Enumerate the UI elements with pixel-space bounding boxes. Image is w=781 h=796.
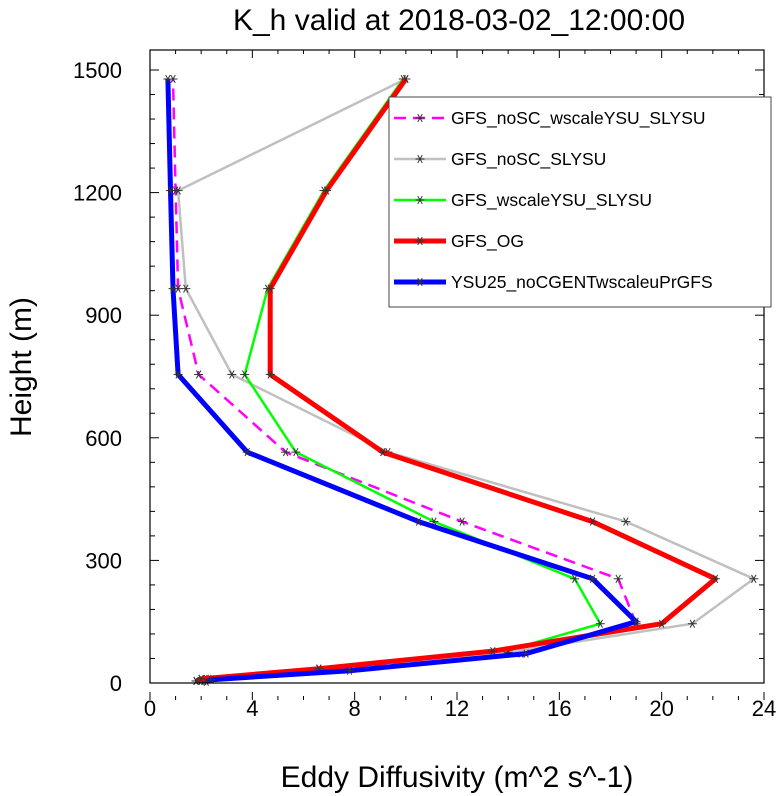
legend-item: GFS_noSC_wscaleYSU_SLYSU: [394, 108, 706, 129]
y-axis-label: Height (m): [5, 297, 38, 437]
legend-label: YSU25_noCGENTwscaleuPrGFS: [451, 272, 713, 293]
data-point-marker: [265, 284, 275, 293]
data-point-marker: [240, 370, 250, 379]
data-point-marker: [588, 517, 598, 526]
chart-title: K_h valid at 2018-03-02_12:00:00: [233, 4, 685, 37]
data-point-marker: [168, 284, 178, 293]
data-point-marker: [631, 617, 641, 626]
legend-label: GFS_noSC_wscaleYSU_SLYSU: [451, 108, 706, 129]
data-point-marker: [595, 619, 605, 628]
legend-marker: [415, 154, 425, 164]
data-point-marker: [242, 447, 252, 457]
data-point-marker: [165, 186, 175, 195]
data-point-marker: [457, 517, 467, 526]
series-line: [165, 78, 639, 685]
series-5: [163, 74, 641, 686]
legend-item: YSU25_noCGENTwscaleuPrGFS: [394, 272, 713, 293]
y-tick-label: 1500: [73, 58, 122, 83]
data-point-marker: [201, 677, 211, 686]
data-point-marker: [488, 646, 498, 656]
data-point-marker: [613, 574, 623, 583]
legend-label: GFS_wscaleYSU_SLYSU: [451, 190, 652, 211]
legend-marker: [415, 113, 425, 123]
x-tick-label: 4: [246, 696, 258, 721]
y-tick-label: 300: [85, 548, 122, 573]
legend-label: GFS_OG: [451, 231, 524, 252]
x-tick-label: 16: [547, 696, 571, 721]
legend-box: [388, 96, 772, 308]
legend-marker: [415, 277, 425, 287]
legend-marker: [415, 195, 425, 205]
data-point-marker: [163, 74, 173, 84]
y-tick-label: 900: [85, 303, 122, 328]
data-point-marker: [181, 284, 191, 293]
data-point-marker: [657, 619, 667, 628]
data-point-marker: [173, 186, 183, 195]
data-point-marker: [710, 574, 720, 583]
data-point-marker: [588, 574, 598, 583]
legend-item: GFS_noSC_SLYSU: [394, 149, 606, 170]
data-point-marker: [378, 447, 388, 457]
x-axis-label: Eddy Diffusivity (m^2 s^-1): [281, 761, 634, 794]
x-tick-label: 8: [349, 696, 361, 721]
data-point-marker: [291, 447, 301, 457]
data-point-marker: [173, 370, 183, 379]
data-point-marker: [265, 370, 275, 379]
legend-item: GFS_wscaleYSU_SLYSU: [394, 190, 652, 211]
data-point-marker: [621, 517, 631, 526]
data-point-marker: [194, 370, 204, 379]
legend-item: GFS_OG: [394, 231, 524, 252]
data-point-marker: [206, 675, 216, 684]
data-point-marker: [281, 447, 291, 457]
data-point-marker: [687, 619, 697, 628]
data-point-marker: [414, 517, 424, 526]
y-tick-label: 0: [110, 671, 122, 696]
y-tick-label: 600: [85, 426, 122, 451]
y-tick-label: 1200: [73, 181, 122, 206]
legend-marker: [415, 236, 425, 246]
data-point-marker: [401, 74, 411, 84]
x-tick-label: 20: [649, 696, 673, 721]
legend: GFS_noSC_wscaleYSU_SLYSU GFS_noSC_SLYSU GF…: [388, 96, 772, 308]
x-tick-label: 24: [752, 696, 776, 721]
data-point-marker: [570, 574, 580, 583]
data-point-marker: [227, 370, 237, 379]
x-tick-label: 12: [445, 696, 469, 721]
data-point-marker: [322, 186, 332, 195]
series-line: [195, 77, 718, 684]
data-point-marker: [521, 649, 531, 658]
data-point-marker: [345, 666, 355, 675]
legend-label: GFS_noSC_SLYSU: [451, 149, 606, 170]
data-point-marker: [749, 574, 759, 583]
x-tick-label: 0: [144, 696, 156, 721]
